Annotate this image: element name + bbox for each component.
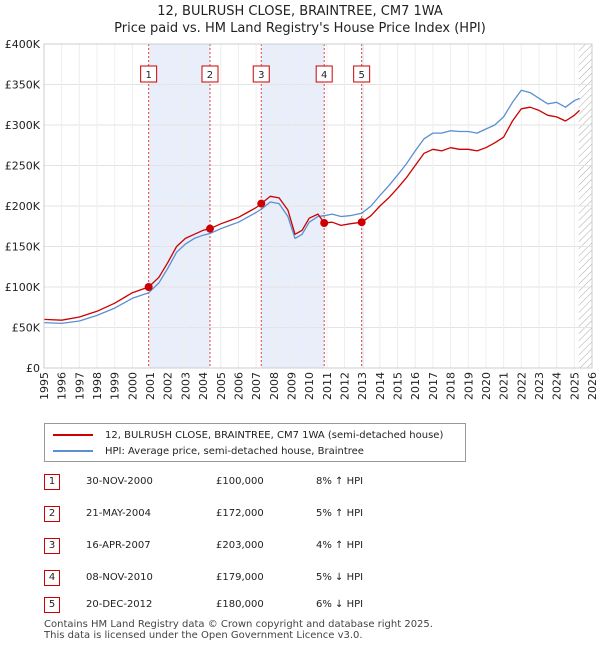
- x-tick-label: 2009: [285, 372, 298, 400]
- y-tick-label: £150K: [5, 241, 41, 254]
- sale-marker-label: 4: [321, 70, 327, 81]
- sale-marker-label: 1: [145, 70, 151, 81]
- x-tick-label: 1998: [91, 372, 104, 400]
- x-tick-label: 2017: [427, 372, 440, 400]
- x-tick-label: 1999: [109, 372, 122, 400]
- sale-point: [320, 219, 329, 228]
- sale-number-badge: 3: [44, 538, 60, 554]
- y-tick-label: £50K: [12, 322, 41, 335]
- legend-item-property: 12, BULRUSH CLOSE, BRAINTREE, CM7 1WA (s…: [53, 428, 443, 442]
- legend-item-hpi: HPI: Average price, semi-detached house,…: [53, 444, 364, 458]
- x-tick-label: 2022: [515, 372, 528, 400]
- sale-hpi-change: 5% ↑ HPI: [316, 508, 364, 519]
- sale-number-badge: 5: [44, 597, 60, 613]
- x-tick-label: 2020: [480, 372, 493, 400]
- sale-point: [357, 218, 366, 227]
- x-tick-label: 2021: [498, 372, 511, 400]
- x-tick-label: 2005: [215, 372, 228, 400]
- x-tick-label: 2011: [321, 372, 334, 400]
- y-tick-label: £400K: [5, 38, 41, 51]
- y-tick-label: £300K: [5, 119, 41, 132]
- legend-swatch-hpi: [53, 450, 93, 452]
- x-tick-label: 2024: [551, 372, 564, 400]
- property-line: [44, 106, 581, 321]
- sale-row: 3 16-APR-2007 £203,000 4% ↑ HPI: [44, 538, 464, 554]
- x-tick-label: 1996: [56, 372, 69, 400]
- x-tick-label: 2003: [179, 372, 192, 400]
- x-tick-label: 2019: [462, 372, 475, 400]
- legend-swatch-property: [53, 434, 93, 436]
- sale-number-badge: 2: [44, 506, 60, 522]
- sale-hpi-change: 4% ↑ HPI: [316, 540, 364, 551]
- sale-marker-box: [353, 65, 371, 83]
- sale-row: 5 20-DEC-2012 £180,000 6% ↓ HPI: [44, 597, 464, 613]
- hpi-line: [44, 89, 580, 325]
- x-tick-label: 2014: [374, 372, 387, 400]
- x-tick-label: 1995: [38, 372, 51, 400]
- sale-point: [144, 283, 153, 291]
- x-tick-label: 2026: [586, 372, 599, 400]
- sale-point: [205, 224, 214, 233]
- sale-date: 16-APR-2007: [86, 540, 151, 551]
- sale-row: 2 21-MAY-2004 £172,000 5% ↑ HPI: [44, 506, 464, 522]
- sale-row: 1 30-NOV-2000 £100,000 8% ↑ HPI: [44, 474, 464, 490]
- sale-number-badge: 4: [44, 570, 60, 586]
- sale-date: 20-DEC-2012: [86, 599, 153, 610]
- sale-price: £172,000: [216, 508, 264, 519]
- y-tick-label: £250K: [5, 160, 41, 173]
- x-tick-label: 2007: [250, 372, 263, 400]
- legend: 12, BULRUSH CLOSE, BRAINTREE, CM7 1WA (s…: [44, 423, 466, 462]
- chart-canvas: 1 2 3 4 5 £0 £50K £100K £150K £200K £250K £300K £350…: [5, 38, 599, 400]
- sale-marker-box: [140, 65, 158, 83]
- sale-marker-box: [201, 65, 219, 83]
- footer-attribution: Contains HM Land Registry data © Crown c…: [44, 619, 433, 641]
- sale-price: £100,000: [216, 476, 264, 487]
- y-tick-label: £350K: [5, 79, 41, 92]
- sale-date: 21-MAY-2004: [86, 508, 152, 519]
- y-tick-label: £200K: [5, 200, 41, 213]
- legend-label-property: 12, BULRUSH CLOSE, BRAINTREE, CM7 1WA (s…: [105, 429, 444, 441]
- x-tick-label: 2004: [197, 372, 210, 400]
- series-group: [44, 89, 581, 325]
- sale-marker-box: [315, 65, 333, 83]
- x-tick-label: 2006: [232, 372, 245, 400]
- x-tick-label: 2010: [303, 372, 316, 400]
- chart-title: 12, BULRUSH CLOSE, BRAINTREE, CM7 1WA: [157, 4, 443, 19]
- sale-price: £203,000: [216, 540, 264, 551]
- x-tick-label: 2001: [144, 372, 157, 400]
- sale-number-badge: 1: [44, 474, 60, 490]
- x-tick-label: 2016: [409, 372, 422, 400]
- x-tick-label: 2025: [568, 372, 581, 400]
- sale-point: [257, 199, 266, 208]
- plot-border: [43, 43, 593, 369]
- x-tick-label: 2015: [392, 372, 405, 400]
- footer-line-2: This data is licensed under the Open Gov…: [44, 630, 363, 641]
- x-tick-label: 2018: [445, 372, 458, 400]
- x-tick-label: 2023: [533, 372, 546, 400]
- chart-subtitle: Price paid vs. HM Land Registry's House …: [114, 21, 486, 36]
- y-tick-label: £0: [26, 362, 40, 375]
- sale-hpi-change: 5% ↓ HPI: [316, 572, 364, 583]
- legend-label-hpi: HPI: Average price, semi-detached house,…: [105, 445, 364, 457]
- sale-row: 4 08-NOV-2010 £179,000 5% ↓ HPI: [44, 570, 464, 586]
- x-tick-label: 1997: [73, 372, 86, 400]
- sale-price: £180,000: [216, 599, 264, 610]
- x-tick-label: 2012: [339, 372, 352, 400]
- sale-date: 08-NOV-2010: [86, 572, 153, 583]
- y-tick-label: £100K: [5, 281, 41, 294]
- sale-marker-label: 5: [358, 70, 364, 81]
- x-tick-label: 2002: [162, 372, 175, 400]
- sale-marker-label: 3: [258, 70, 264, 81]
- sale-hpi-change: 6% ↓ HPI: [316, 599, 364, 610]
- x-tick-label: 2013: [356, 372, 369, 400]
- x-tick-label: 2000: [126, 372, 139, 400]
- x-tick-label: 2008: [268, 372, 281, 400]
- sale-marker-box: [252, 65, 270, 83]
- sale-hpi-change: 8% ↑ HPI: [316, 476, 364, 487]
- sale-date: 30-NOV-2000: [86, 476, 153, 487]
- footer-line-1: Contains HM Land Registry data © Crown c…: [44, 619, 433, 630]
- sale-price: £179,000: [216, 572, 264, 583]
- sale-marker-label: 2: [207, 70, 213, 81]
